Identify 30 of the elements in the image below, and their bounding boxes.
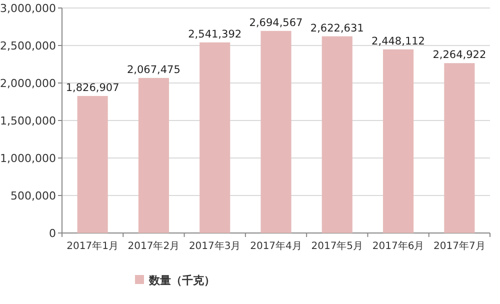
data-label: 2,067,475: [126, 64, 180, 76]
bar: [322, 36, 352, 233]
data-label: 2,694,567: [249, 16, 303, 29]
bar: [444, 63, 475, 233]
data-label: 2,448,112: [372, 35, 426, 48]
y-tick-label: 1,500,000: [0, 114, 56, 128]
data-label: 1,826,907: [66, 82, 120, 94]
y-tick-label: 500,000: [10, 190, 56, 202]
bar: [383, 49, 414, 233]
bar: [138, 78, 169, 233]
bar: [200, 42, 230, 233]
x-tick-label: 2017年1月: [66, 240, 118, 252]
bar: [260, 30, 292, 233]
x-tick-label: 2017年4月: [250, 240, 302, 252]
bar: [77, 96, 108, 233]
data-label: 2,622,631: [310, 22, 364, 34]
y-tick-label: 1,000,000: [0, 152, 56, 165]
legend: 数量（千克）: [135, 274, 215, 287]
x-tick-label: 2017年5月: [311, 240, 364, 252]
x-tick-label: 2017年7月: [434, 240, 486, 252]
data-label: 2,264,922: [432, 49, 486, 62]
x-tick-label: 2017年2月: [128, 240, 180, 252]
x-tick-label: 2017年6月: [372, 240, 424, 252]
y-tick-label: 3,000,000: [0, 2, 56, 15]
y-tick-label: 0: [49, 227, 56, 240]
legend-label: 数量（千克）: [148, 274, 215, 287]
data-label: 2,541,392: [188, 28, 242, 40]
y-tick-label: 2,500,000: [0, 40, 56, 52]
y-tick-label: 2,000,000: [0, 77, 56, 90]
x-tick-label: 2017年3月: [188, 240, 241, 252]
